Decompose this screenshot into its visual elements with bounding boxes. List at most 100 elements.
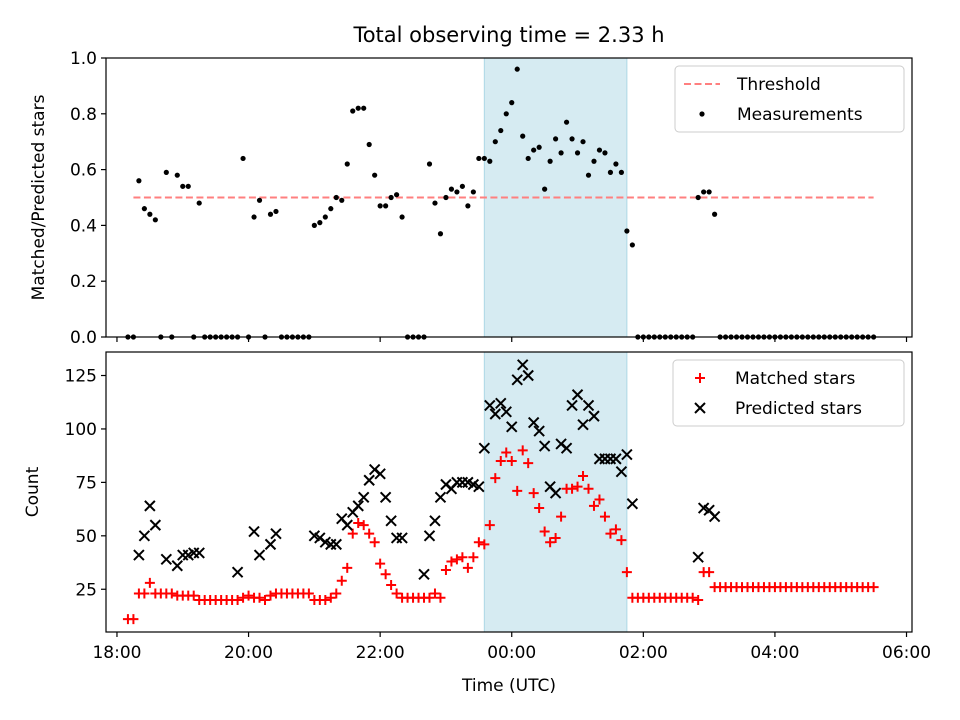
predicted-star-point bbox=[149, 519, 162, 531]
top-y-axis-label: Matched/Predicted stars bbox=[29, 94, 49, 300]
measurement-point bbox=[344, 161, 350, 167]
measurement-point bbox=[361, 105, 367, 111]
predicted-star-point bbox=[193, 547, 205, 559]
matched-star-point bbox=[375, 558, 386, 569]
matched-star-point bbox=[232, 594, 243, 605]
measurement-point bbox=[196, 200, 202, 206]
matched-star-point bbox=[610, 524, 621, 535]
predicted-star-point bbox=[374, 468, 386, 480]
measurement-point bbox=[267, 211, 274, 217]
predicted-star-point bbox=[253, 549, 266, 561]
bottom-axes-frame bbox=[105, 351, 913, 633]
matched-star-point bbox=[583, 483, 594, 494]
measurement-point bbox=[607, 169, 614, 175]
measurement-point bbox=[465, 203, 471, 209]
matched-star-point bbox=[188, 590, 199, 601]
measurement-point bbox=[426, 161, 433, 167]
predicted-star-point bbox=[385, 515, 397, 527]
measurement-point bbox=[580, 139, 586, 145]
measurement-point bbox=[322, 214, 328, 220]
measurement-point bbox=[613, 161, 619, 167]
predicted-star-point bbox=[357, 491, 370, 504]
matched-star-point bbox=[495, 456, 506, 467]
legend-matched-swatch bbox=[695, 373, 705, 383]
bottom-y-tick-label: 75 bbox=[75, 473, 97, 493]
matched-star-point bbox=[506, 456, 517, 467]
measurement-point bbox=[136, 178, 142, 184]
measurement-point bbox=[180, 183, 186, 189]
measurement-point bbox=[585, 172, 592, 178]
measurement-point bbox=[701, 189, 707, 195]
measurement-point bbox=[706, 189, 712, 195]
matched-star-point bbox=[446, 556, 457, 567]
matched-star-point bbox=[265, 590, 276, 601]
bottom-y-tick-label: 125 bbox=[65, 367, 97, 387]
measurement-point bbox=[481, 155, 487, 162]
bottom-legend-box bbox=[672, 359, 905, 427]
matched-star-point bbox=[704, 567, 715, 578]
top-y-tick-label: 0.8 bbox=[70, 105, 97, 125]
predicted-star-point bbox=[144, 500, 156, 512]
measurement-point bbox=[174, 172, 180, 178]
matched-star-point bbox=[325, 592, 336, 603]
top-axes-frame bbox=[105, 57, 913, 338]
matched-star-point bbox=[457, 552, 468, 563]
predicted-star-point bbox=[516, 359, 529, 371]
measurement-point bbox=[432, 200, 438, 206]
matched-star-point bbox=[517, 445, 528, 456]
predicted-star-point bbox=[511, 374, 523, 386]
matched-star-point bbox=[588, 500, 599, 511]
measurement-point bbox=[520, 133, 526, 139]
bottom-y-axis-label: Count bbox=[23, 466, 43, 517]
measurement-point bbox=[328, 206, 334, 212]
predicted-star-point bbox=[138, 530, 151, 542]
matched-star-point bbox=[451, 554, 462, 565]
matched-star-point bbox=[578, 470, 589, 481]
measurement-point bbox=[574, 150, 581, 156]
measurement-point bbox=[618, 169, 625, 175]
measurement-point bbox=[448, 186, 455, 192]
measurement-point bbox=[366, 141, 372, 148]
matched-star-point bbox=[687, 592, 698, 603]
predicted-star-point bbox=[500, 406, 512, 418]
predicted-star-point bbox=[708, 510, 721, 523]
x-tick-label: 00:00 bbox=[487, 643, 536, 663]
measurement-point bbox=[514, 66, 520, 72]
matched-star-point bbox=[353, 517, 364, 528]
matched-star-point bbox=[594, 494, 605, 505]
matched-star-point bbox=[621, 567, 632, 578]
matched-star-point bbox=[331, 588, 342, 599]
legend-label: Predicted stars bbox=[735, 399, 862, 419]
top-legend-box bbox=[674, 65, 905, 133]
matched-star-point bbox=[693, 594, 704, 605]
predicted-star-point bbox=[582, 399, 595, 412]
matched-star-point bbox=[139, 588, 150, 599]
matched-star-point bbox=[479, 539, 490, 550]
predicted-star-point bbox=[577, 418, 589, 431]
measurement-point bbox=[251, 214, 257, 220]
matched-star-point bbox=[462, 562, 473, 573]
measurement-point bbox=[503, 111, 509, 117]
matched-star-point bbox=[260, 594, 271, 605]
measurement-point bbox=[333, 194, 339, 201]
matched-star-point bbox=[429, 588, 440, 599]
matched-star-point bbox=[364, 528, 375, 539]
measurement-point bbox=[350, 108, 356, 114]
legend-label: Matched stars bbox=[735, 369, 855, 389]
predicted-star-point bbox=[571, 389, 584, 401]
measurement-point bbox=[476, 155, 482, 162]
top-legend: Threshold Measurements bbox=[674, 65, 905, 133]
matched-star-point bbox=[605, 528, 616, 539]
predicted-star-point bbox=[615, 465, 628, 478]
predicted-star-point bbox=[484, 399, 496, 412]
measurement-point bbox=[355, 105, 361, 111]
measurement-point bbox=[383, 203, 389, 209]
predicted-star-point bbox=[133, 549, 145, 561]
predicted-star-point bbox=[506, 421, 518, 433]
measurement-point bbox=[525, 155, 531, 162]
measurement-point bbox=[443, 194, 449, 201]
bottom-y-tick-label: 50 bbox=[75, 527, 97, 547]
matched-star-point bbox=[347, 528, 358, 539]
x-tick-label: 02:00 bbox=[619, 643, 668, 663]
matched-star-point bbox=[128, 614, 139, 625]
